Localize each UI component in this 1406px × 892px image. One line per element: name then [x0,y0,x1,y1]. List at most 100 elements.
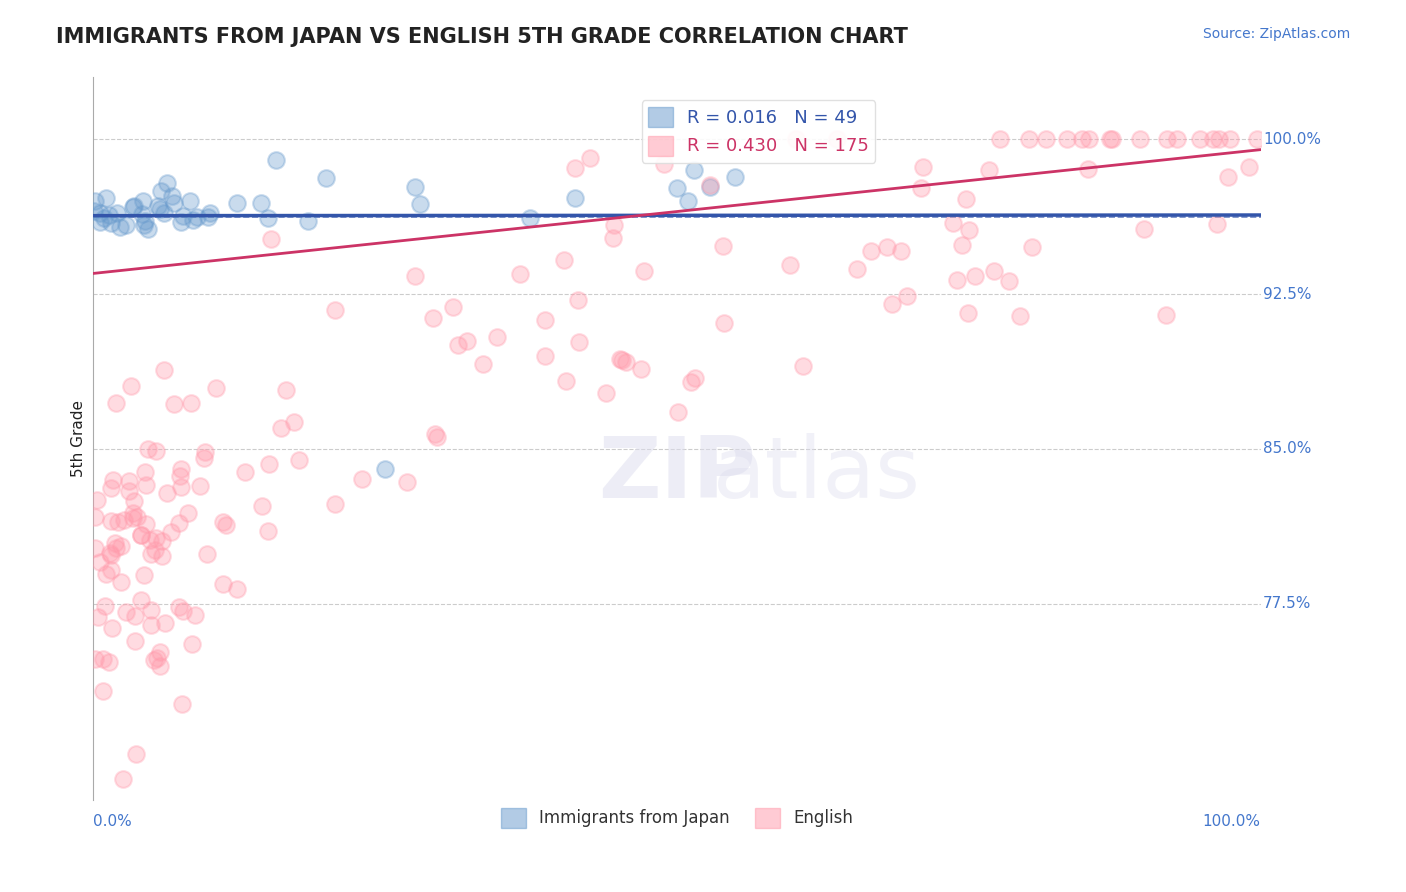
Point [485,330,508,344]
Point [115,218,138,232]
Point [713,316,735,330]
Point [110,539,132,553]
Text: 100.0%: 100.0% [1263,132,1320,147]
Point [124,634,146,648]
Point [89,214,111,228]
Point [266,153,288,167]
Point [134,465,156,479]
Point [105,396,128,410]
Point [98,546,121,560]
Point [226,196,249,211]
Point [682,163,704,178]
Point [122,200,145,214]
Point [177,506,200,520]
Point [103,474,125,488]
Point [125,747,148,761]
Point [226,582,249,596]
Point [1237,160,1260,174]
Point [149,658,172,673]
Point [87,610,110,624]
Point [315,170,337,185]
Point [169,599,191,614]
Point [163,196,186,211]
Point [172,604,194,618]
Point [404,268,426,283]
Point [1202,132,1225,146]
Point [112,513,135,527]
Point [170,462,193,476]
Point [724,169,747,184]
Point [409,197,432,211]
Point [564,161,586,176]
Point [153,616,176,631]
Point [172,698,194,712]
Point [150,534,173,549]
Point [846,262,869,277]
Point [100,216,122,230]
Point [1101,132,1123,146]
Point [283,416,305,430]
Point [988,132,1011,146]
Point [93,599,115,613]
Point [215,517,238,532]
Point [200,206,222,220]
Point [89,206,111,220]
Point [602,231,624,245]
Point [323,303,346,318]
Point [108,219,131,234]
Point [136,221,159,235]
Text: 0.0%: 0.0% [93,814,132,829]
Point [509,267,531,281]
Point [792,359,814,374]
Point [186,210,208,224]
Point [578,151,600,165]
Point [197,211,219,225]
Point [946,273,969,287]
Point [1246,132,1268,146]
Point [105,206,128,220]
Text: IMMIGRANTS FROM JAPAN VS ENGLISH 5TH GRADE CORRELATION CHART: IMMIGRANTS FROM JAPAN VS ENGLISH 5TH GRA… [56,27,908,46]
Point [104,536,127,550]
Point [519,211,541,226]
Point [1018,132,1040,146]
Point [456,334,478,349]
Point [122,198,145,212]
Point [555,374,578,388]
Point [131,528,153,542]
Point [534,313,557,327]
Point [876,240,898,254]
Point [323,497,346,511]
Point [1008,309,1031,323]
Text: 92.5%: 92.5% [1263,286,1312,301]
Point [404,180,426,194]
Point [100,621,122,635]
Point [156,485,179,500]
Point [890,244,912,258]
Point [141,547,163,561]
Point [149,184,172,198]
Point [163,397,186,411]
Point [195,547,218,561]
Point [553,253,575,268]
Point [350,472,373,486]
Point [955,192,977,206]
Point [205,381,228,395]
Point [1035,132,1057,146]
Point [142,653,165,667]
Point [699,180,721,194]
Point [297,213,319,227]
Point [160,189,183,203]
Point [422,311,444,326]
Point [167,516,190,530]
Point [169,468,191,483]
Point [84,510,107,524]
Point [685,371,707,385]
Point [676,194,699,208]
Point [110,574,132,589]
Point [98,655,121,669]
Point [94,567,117,582]
Point [256,524,278,538]
Point [779,258,801,272]
Point [785,132,807,146]
Point [141,603,163,617]
